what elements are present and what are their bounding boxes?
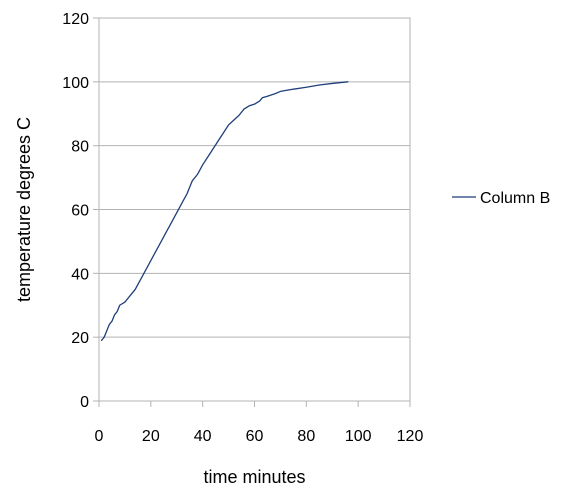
grid-lines: [99, 17, 410, 402]
legend-label-0: Column B: [480, 190, 550, 207]
y-axis-title: temperature degrees C: [14, 117, 34, 302]
y-tick-label-3: 60: [71, 203, 89, 220]
series-layer: [100, 81, 349, 342]
y-tick-label-2: 40: [71, 266, 89, 283]
series-line-0: [100, 81, 349, 342]
legend: Column B: [452, 190, 550, 207]
y-tick-label-1: 20: [71, 330, 89, 347]
x-tick-label-3: 60: [246, 428, 264, 445]
x-axis-ticks: 0 20 40 60 80 100 120: [95, 401, 424, 445]
x-tick-label-1: 20: [142, 428, 160, 445]
x-tick-label-4: 80: [297, 428, 315, 445]
y-tick-label-0: 0: [80, 394, 89, 411]
y-tick-label-5: 100: [62, 75, 89, 92]
x-tick-label-2: 40: [194, 428, 212, 445]
y-tick-label-6: 120: [62, 11, 89, 28]
y-axis-ticks: 0 20 40 60 80 100 120: [62, 11, 99, 411]
x-tick-label-0: 0: [95, 428, 104, 445]
x-tick-label-6: 120: [397, 428, 424, 445]
y-tick-label-4: 80: [71, 139, 89, 156]
x-axis-title: time minutes: [203, 467, 305, 487]
x-tick-label-5: 100: [345, 428, 372, 445]
